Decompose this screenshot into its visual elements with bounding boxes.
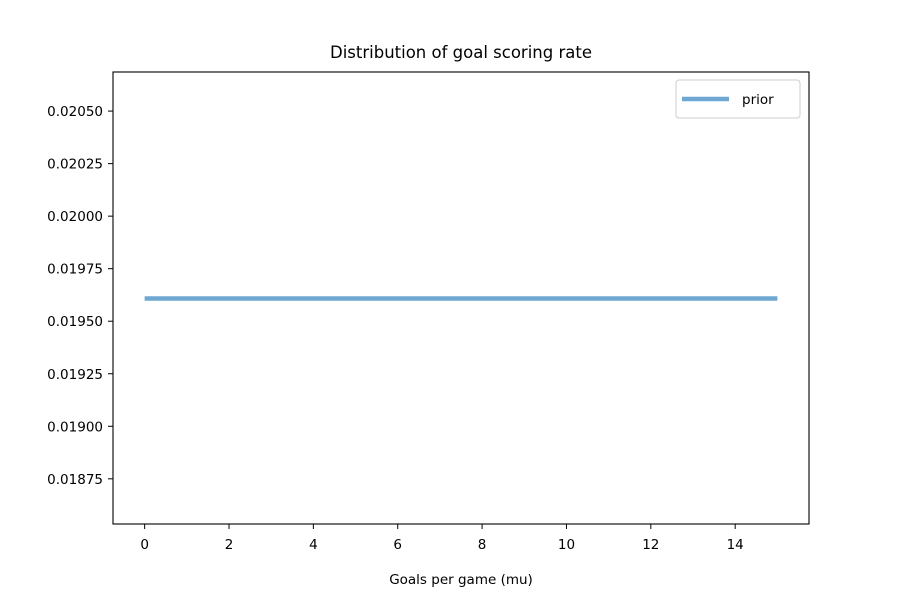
x-axis-label: Goals per game (mu) (389, 572, 533, 588)
x-tick-label: 8 (478, 537, 487, 553)
chart-title: Distribution of goal scoring rate (330, 43, 592, 62)
x-tick-label: 2 (225, 537, 234, 553)
y-tick-label: 0.01900 (47, 419, 103, 435)
x-tick-label: 10 (558, 537, 575, 553)
y-tick-label: 0.01975 (47, 262, 103, 278)
x-tick-label: 14 (727, 537, 744, 553)
y-tick-label: 0.01875 (47, 472, 103, 488)
x-tick-label: 6 (393, 537, 402, 553)
plot-area-frame (112, 71, 810, 525)
x-tick-label: 4 (309, 537, 318, 553)
legend-label-prior: prior (742, 92, 774, 108)
legend: prior (675, 79, 801, 119)
y-tick-label: 0.02025 (47, 157, 103, 173)
x-tick-label: 0 (140, 537, 149, 553)
y-axis-ticks: 0.01875 0.01900 0.01925 0.01950 0.01975 0.020… (47, 104, 113, 488)
legend-box (675, 79, 801, 119)
y-tick-label: 0.02050 (47, 104, 103, 120)
x-axis-ticks: 0 2 4 6 8 10 12 14 (140, 524, 744, 553)
y-tick-label: 0.02000 (47, 209, 103, 225)
y-tick-label: 0.01925 (47, 367, 103, 383)
y-tick-label: 0.01950 (47, 314, 103, 330)
x-tick-label: 12 (642, 537, 659, 553)
